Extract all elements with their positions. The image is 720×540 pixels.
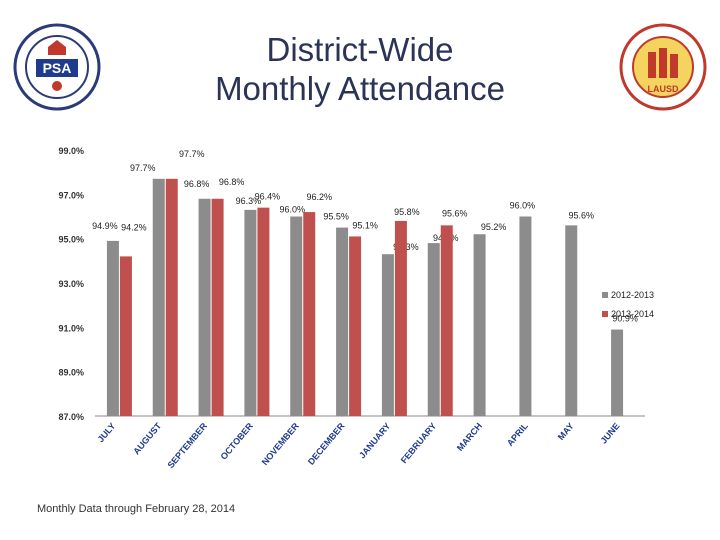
x-tick-label: SEPTEMBER [165, 420, 209, 470]
legend-swatch [602, 292, 608, 298]
x-tick-label: APRIL [505, 420, 530, 447]
data-label: 96.8% [184, 179, 210, 189]
bar-2013-2014 [119, 256, 132, 416]
data-label: 94.2% [121, 222, 147, 232]
psa-logo: PSA [12, 22, 102, 117]
data-label: 90.9% [612, 314, 638, 324]
data-label: 95.1% [352, 220, 378, 230]
y-tick-label: 95.0% [58, 235, 84, 245]
bar-2012-2013 [244, 209, 257, 416]
data-label: 95.2% [481, 222, 507, 232]
x-tick-label: MAY [556, 421, 576, 442]
y-tick-label: 87.0% [58, 412, 84, 422]
bar-2012-2013 [565, 225, 578, 416]
bar-2013-2014 [440, 225, 453, 416]
data-label: 96.8% [219, 177, 245, 187]
bar-2013-2014 [303, 212, 316, 416]
lausd-seal-text: LAUSD [648, 84, 679, 94]
bar-2013-2014 [165, 178, 178, 416]
x-tick-label: NOVEMBER [260, 420, 301, 467]
bar-2012-2013 [152, 178, 165, 416]
x-tick-label: JUNE [599, 421, 622, 446]
bar-2013-2014 [394, 220, 407, 416]
data-label: 95.6% [442, 208, 468, 218]
data-label: 94.9% [92, 221, 118, 231]
y-tick-label: 99.0% [58, 146, 84, 156]
y-tick-label: 97.0% [58, 190, 84, 200]
data-label: 96.4% [255, 192, 281, 202]
bar-2012-2013 [381, 254, 394, 416]
bar-2012-2013 [611, 329, 624, 416]
legend-swatch [602, 311, 608, 317]
bar-2012-2013 [427, 243, 440, 416]
bar-2013-2014 [349, 236, 362, 416]
x-tick-label: JULY [96, 421, 118, 444]
data-label: 97.7% [179, 149, 205, 159]
x-tick-label: DECEMBER [306, 420, 347, 466]
title-line-2: Monthly Attendance [215, 70, 505, 107]
bar-2012-2013 [519, 216, 532, 416]
x-tick-label: FEBRUARY [399, 421, 439, 465]
x-tick-label: AUGUST [131, 420, 163, 456]
data-label: 97.7% [130, 163, 156, 173]
legend-label: 2013-2014 [611, 309, 654, 319]
y-tick-label: 91.0% [58, 323, 84, 333]
data-label: 96.0% [510, 201, 536, 211]
bar-2012-2013 [106, 240, 119, 416]
title-line-1: District-Wide [266, 31, 454, 68]
bar-2013-2014 [257, 207, 270, 416]
lausd-seal: LAUSD [618, 22, 708, 117]
bar-2012-2013 [336, 227, 349, 416]
y-tick-label: 93.0% [58, 279, 84, 289]
bar-2012-2013 [290, 216, 303, 416]
x-tick-label: OCTOBER [218, 420, 255, 461]
page-title: District-Wide Monthly Attendance [150, 30, 570, 108]
data-label: 95.6% [568, 210, 594, 220]
data-label: 96.3% [236, 196, 262, 206]
bar-2012-2013 [473, 234, 486, 416]
x-tick-label: JANUARY [357, 421, 392, 460]
footnote: Monthly Data through February 28, 2014 [37, 503, 236, 515]
psa-logo-text: PSA [43, 60, 72, 76]
data-label: 96.2% [306, 192, 332, 202]
data-label: 95.5% [323, 212, 349, 222]
data-label: 95.8% [394, 207, 420, 217]
x-tick-label: MARCH [455, 421, 484, 453]
data-label: 96.0% [279, 205, 305, 215]
bar-2012-2013 [198, 198, 211, 416]
y-tick-label: 89.0% [58, 368, 84, 378]
legend-label: 2012-2013 [611, 290, 654, 300]
bar-2013-2014 [211, 198, 224, 416]
